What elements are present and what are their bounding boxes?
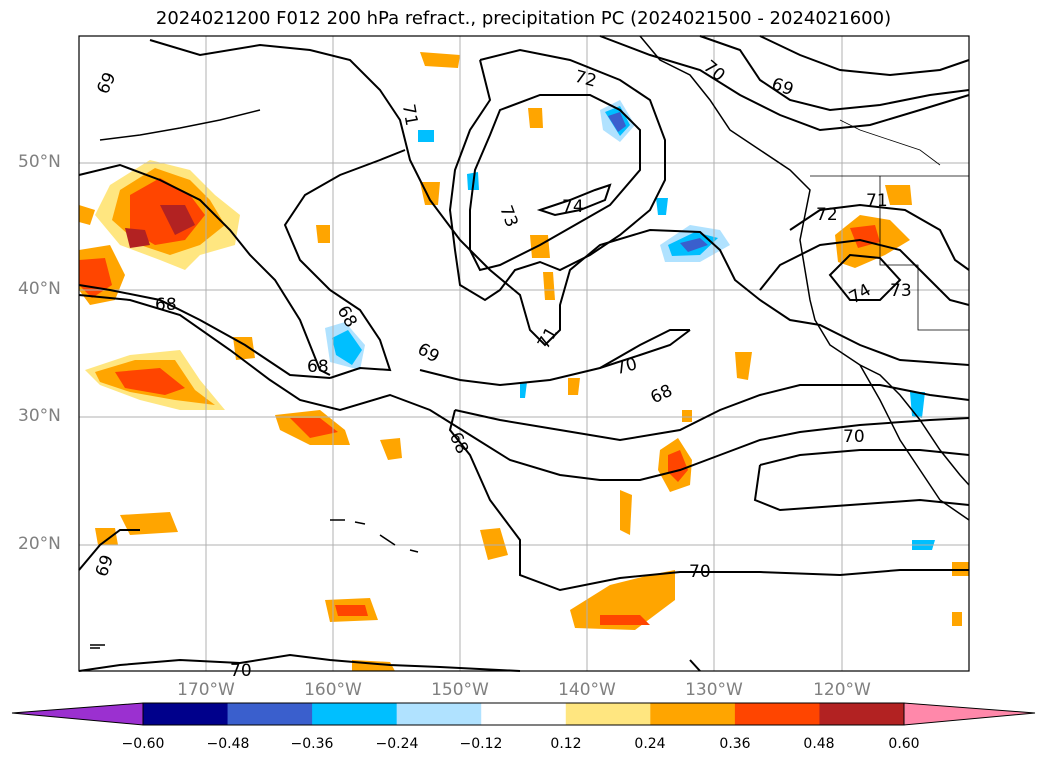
precip-patch [600,615,650,625]
contour-label: 71 [398,103,421,128]
precip-patch [380,438,402,460]
colorbar-tick-label: 0.60 [888,736,920,752]
contour-label: 73 [890,281,912,301]
lon-label: 120°W [813,680,871,700]
contour-label: 70 [689,562,711,582]
colorbar [11,702,1036,726]
lon-label: 170°W [177,680,235,700]
colorbar-extend-min [12,703,143,725]
precip-patch [233,337,255,360]
graticule [79,36,969,671]
precip-patch [160,205,195,235]
precip-patch [570,570,675,630]
colorbar-segment [227,703,313,725]
precip-patch [656,198,668,215]
colorbar-segment [734,703,820,725]
colorbar-tick-label: −0.36 [290,736,334,752]
lat-label: 30°N [18,406,61,426]
precip-patch [668,450,688,482]
colorbar-tick-label: 0.12 [550,736,582,752]
map-frame [78,35,970,672]
map-plot: 69 71 72 70 69 73 74 72 71 74 73 68 68 6… [78,35,970,681]
precip-patch [79,205,95,225]
lat-label: 50°N [18,152,61,172]
precip-patch [480,528,508,560]
precip-patch [418,130,434,142]
lon-label: 140°W [558,680,616,700]
contour-label: 72 [816,205,838,225]
contour-label: 68 [155,295,177,315]
precip-patch [620,490,632,535]
colorbar-segment [565,703,651,725]
precip-patch [680,238,708,252]
precip-patch [290,418,338,438]
precip-patch [520,382,527,398]
lat-label: 40°N [18,279,61,299]
precip-patch [335,605,368,616]
precip-patch [568,378,580,395]
precip-patch [125,228,150,248]
colorbar-tick-label: −0.24 [375,736,419,752]
colorbar-segment [481,703,567,725]
precip-patch [332,330,362,365]
colorbar-extend-max [904,703,1035,725]
precip-patch [682,410,692,422]
contour-label: 68 [307,357,329,377]
colorbar-segment [396,703,482,725]
colorbar-tick-label: 0.24 [634,736,666,752]
precip-patch [952,612,962,626]
precip-patch [530,235,550,258]
colorbar-tick-label: −0.60 [121,736,165,752]
lon-label: 160°W [304,680,362,700]
colorbar-tick-label: −0.12 [459,736,503,752]
colorbar-segment [650,703,736,725]
lon-label: 130°W [685,680,743,700]
precip-patch [420,52,460,68]
precip-patch [885,185,912,205]
precip-patch [95,528,118,545]
lon-label: 150°W [431,680,489,700]
precip-patch [115,368,185,395]
contour-label: 71 [866,191,888,211]
colorbar-segment [312,703,398,725]
contour-label: 74 [562,197,584,217]
precip-patch [528,108,543,128]
precip-patch [608,112,626,132]
contour-label: 70 [843,427,865,447]
colorbar-tick-label: −0.48 [206,736,250,752]
colorbar-segment [819,703,905,725]
map-title: 2024021200 F012 200 hPa refract., precip… [155,8,892,29]
precip-patch [543,272,555,300]
precip-patch [316,225,330,243]
colorbar-segment [143,703,229,725]
refractivity-contours [78,35,970,672]
precip-patch [120,512,178,535]
colorbar-tick-label: 0.36 [719,736,751,752]
lat-label: 20°N [18,534,61,554]
precip-patch [735,352,752,380]
precip-patch [420,182,440,205]
colorbar-tick-label: 0.48 [803,736,835,752]
